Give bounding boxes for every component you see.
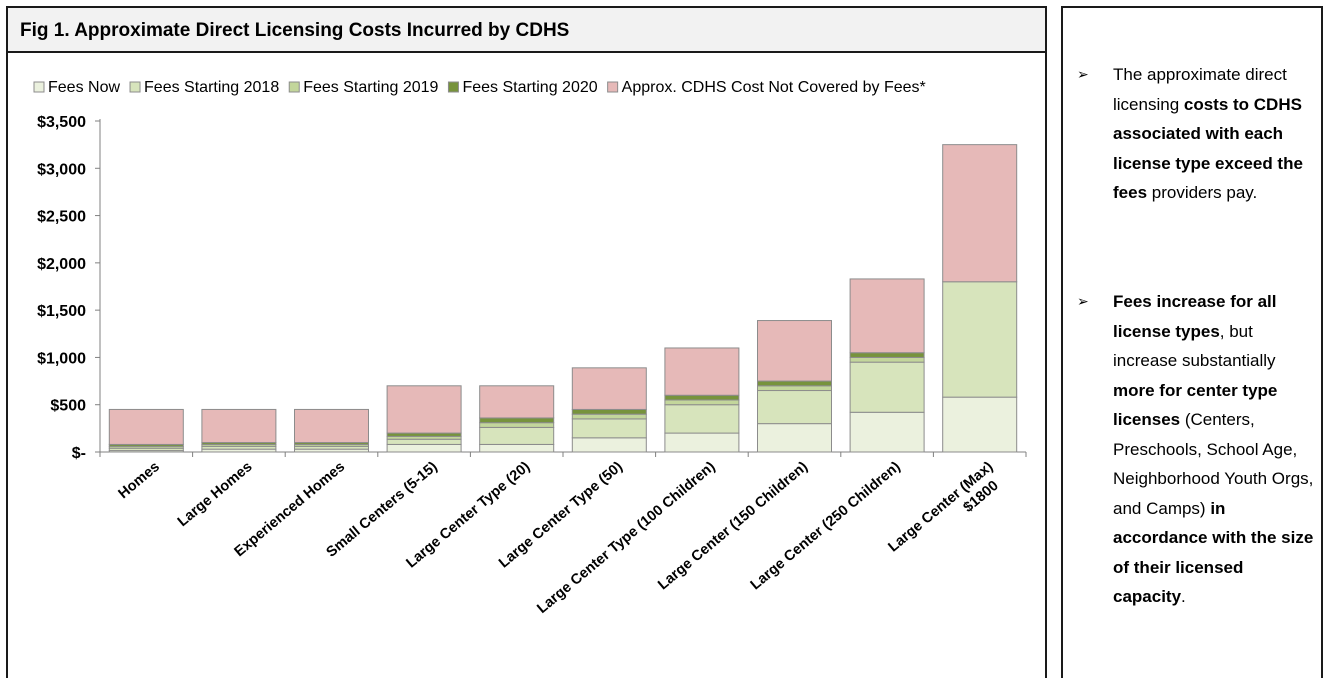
y-tick-label: $2,000 <box>37 256 86 273</box>
bar-segment <box>386 438 462 445</box>
bar-segment <box>571 367 647 410</box>
x-tick-label-line: Large Homes <box>175 459 256 530</box>
bar-segment <box>479 426 555 445</box>
bar-segment <box>201 408 277 444</box>
legend-label: Fees Now <box>48 79 120 96</box>
bullet-plain-text: (Centers, Preschools, School Age, Neighb… <box>1113 410 1314 518</box>
legend-label: Fees Starting 2019 <box>303 79 438 96</box>
y-tick-label: $- <box>72 445 86 462</box>
y-tick-label: $500 <box>50 398 86 415</box>
bullet-plain-text: providers pay. <box>1147 183 1258 202</box>
bar-segment <box>664 347 740 396</box>
y-tick-label: $1,500 <box>37 303 86 320</box>
bullet-bold-text: costs to CDHS associated with each licen… <box>1113 94 1303 203</box>
bar-segment <box>479 385 555 419</box>
bar-segment <box>571 413 647 420</box>
y-tick-label: $3,500 <box>37 114 86 131</box>
bar-segment <box>108 408 184 445</box>
legend-swatch <box>288 81 300 93</box>
bar-segment <box>757 320 832 382</box>
bullet-fees: ➢ Fees increase for all license types, b… <box>1077 287 1317 612</box>
arrow-bullet-icon: ➢ <box>1077 66 1089 82</box>
arrow-bullet-icon: ➢ <box>1077 293 1089 309</box>
bar-segment <box>571 418 647 439</box>
bar-segment <box>849 411 925 453</box>
bullet-text: Fees increase for all license types, but… <box>1113 287 1317 612</box>
bar-segment <box>942 144 1018 283</box>
bullet-plain-text: , but increase substantially <box>1113 321 1276 371</box>
bar-segment <box>664 404 740 434</box>
bullet-costs: ➢ The approximate direct licensing costs… <box>1077 60 1317 208</box>
chart-panel: Fig 1. Approximate Direct Licensing Cost… <box>6 6 1047 678</box>
bar-segment <box>386 443 462 453</box>
title-bar: Fig 1. Approximate Direct Licensing Cost… <box>8 8 1045 53</box>
bullet-bold-text: Fees increase for all license types <box>1113 292 1277 341</box>
bullet-plain-text: The approximate direct licensing <box>1113 65 1287 114</box>
bar-segment <box>664 399 740 406</box>
y-tick-label: $3,000 <box>37 161 86 178</box>
bar-segment <box>479 422 555 428</box>
legend-label: Fees Starting 2020 <box>462 79 597 96</box>
bar-segment <box>757 380 832 387</box>
bullet-bold-text: in accordance with the size of their lic… <box>1113 498 1314 607</box>
legend-label: Fees Starting 2018 <box>144 79 279 96</box>
x-tick-label: Large Center (250 Children) <box>748 459 904 594</box>
x-tick-label-line: Homes <box>116 459 163 502</box>
bar-segment <box>571 437 647 453</box>
legend-label: Approx. CDHS Cost Not Covered by Fees* <box>622 79 926 96</box>
bar-segment <box>849 356 925 363</box>
legend-swatch <box>129 81 141 93</box>
x-tick-label: Large Homes <box>175 459 256 530</box>
bullet-bold-text: more for center type licenses <box>1113 380 1278 430</box>
bar-segment <box>479 443 555 453</box>
stacked-bar-chart: $- $500 $1,000 $1,500 $2,000 $2,500 $3,000 $3,5… <box>33 79 1027 617</box>
bar-segment <box>942 281 1018 398</box>
legend-swatch <box>447 81 459 93</box>
x-tick-label: Large Center (150 Children) <box>655 459 811 594</box>
bar-segment <box>757 385 832 392</box>
bar-segment <box>942 396 1018 453</box>
bar-segment <box>294 408 369 444</box>
bullet-text: The approximate direct licensing costs t… <box>1113 60 1317 208</box>
bar-segment <box>571 408 647 415</box>
y-tick-label: $2,500 <box>37 209 86 226</box>
bullet-plain-text: . <box>1181 587 1186 606</box>
legend-swatch <box>33 81 45 93</box>
chart-title: Fig 1. Approximate Direct Licensing Cost… <box>20 20 570 41</box>
bar-segment <box>479 417 555 424</box>
bar-segment <box>849 361 925 413</box>
bar-segment <box>757 423 832 453</box>
bar-segment <box>386 385 462 434</box>
bar-segment <box>849 278 925 354</box>
x-tick-label: Large Center Type (100 Children) <box>534 459 718 617</box>
bar-segment <box>664 394 740 401</box>
x-tick-label: Homes <box>116 459 163 502</box>
y-tick-label: $1,000 <box>37 350 86 367</box>
x-tick-label-line: Large Center (150 Children) <box>655 459 811 594</box>
x-tick-label-line: Large Center (250 Children) <box>748 459 904 594</box>
legend-swatch <box>607 81 619 93</box>
x-tick-label-line: Large Center Type (100 Children) <box>534 459 718 617</box>
x-tick-label: Large Center (Max)$1800 <box>885 459 1001 556</box>
bar-segment <box>664 432 740 453</box>
bar-segment <box>757 390 832 425</box>
side-panel: ➢ The approximate direct licensing costs… <box>1061 6 1323 678</box>
bar-segment <box>849 352 925 358</box>
